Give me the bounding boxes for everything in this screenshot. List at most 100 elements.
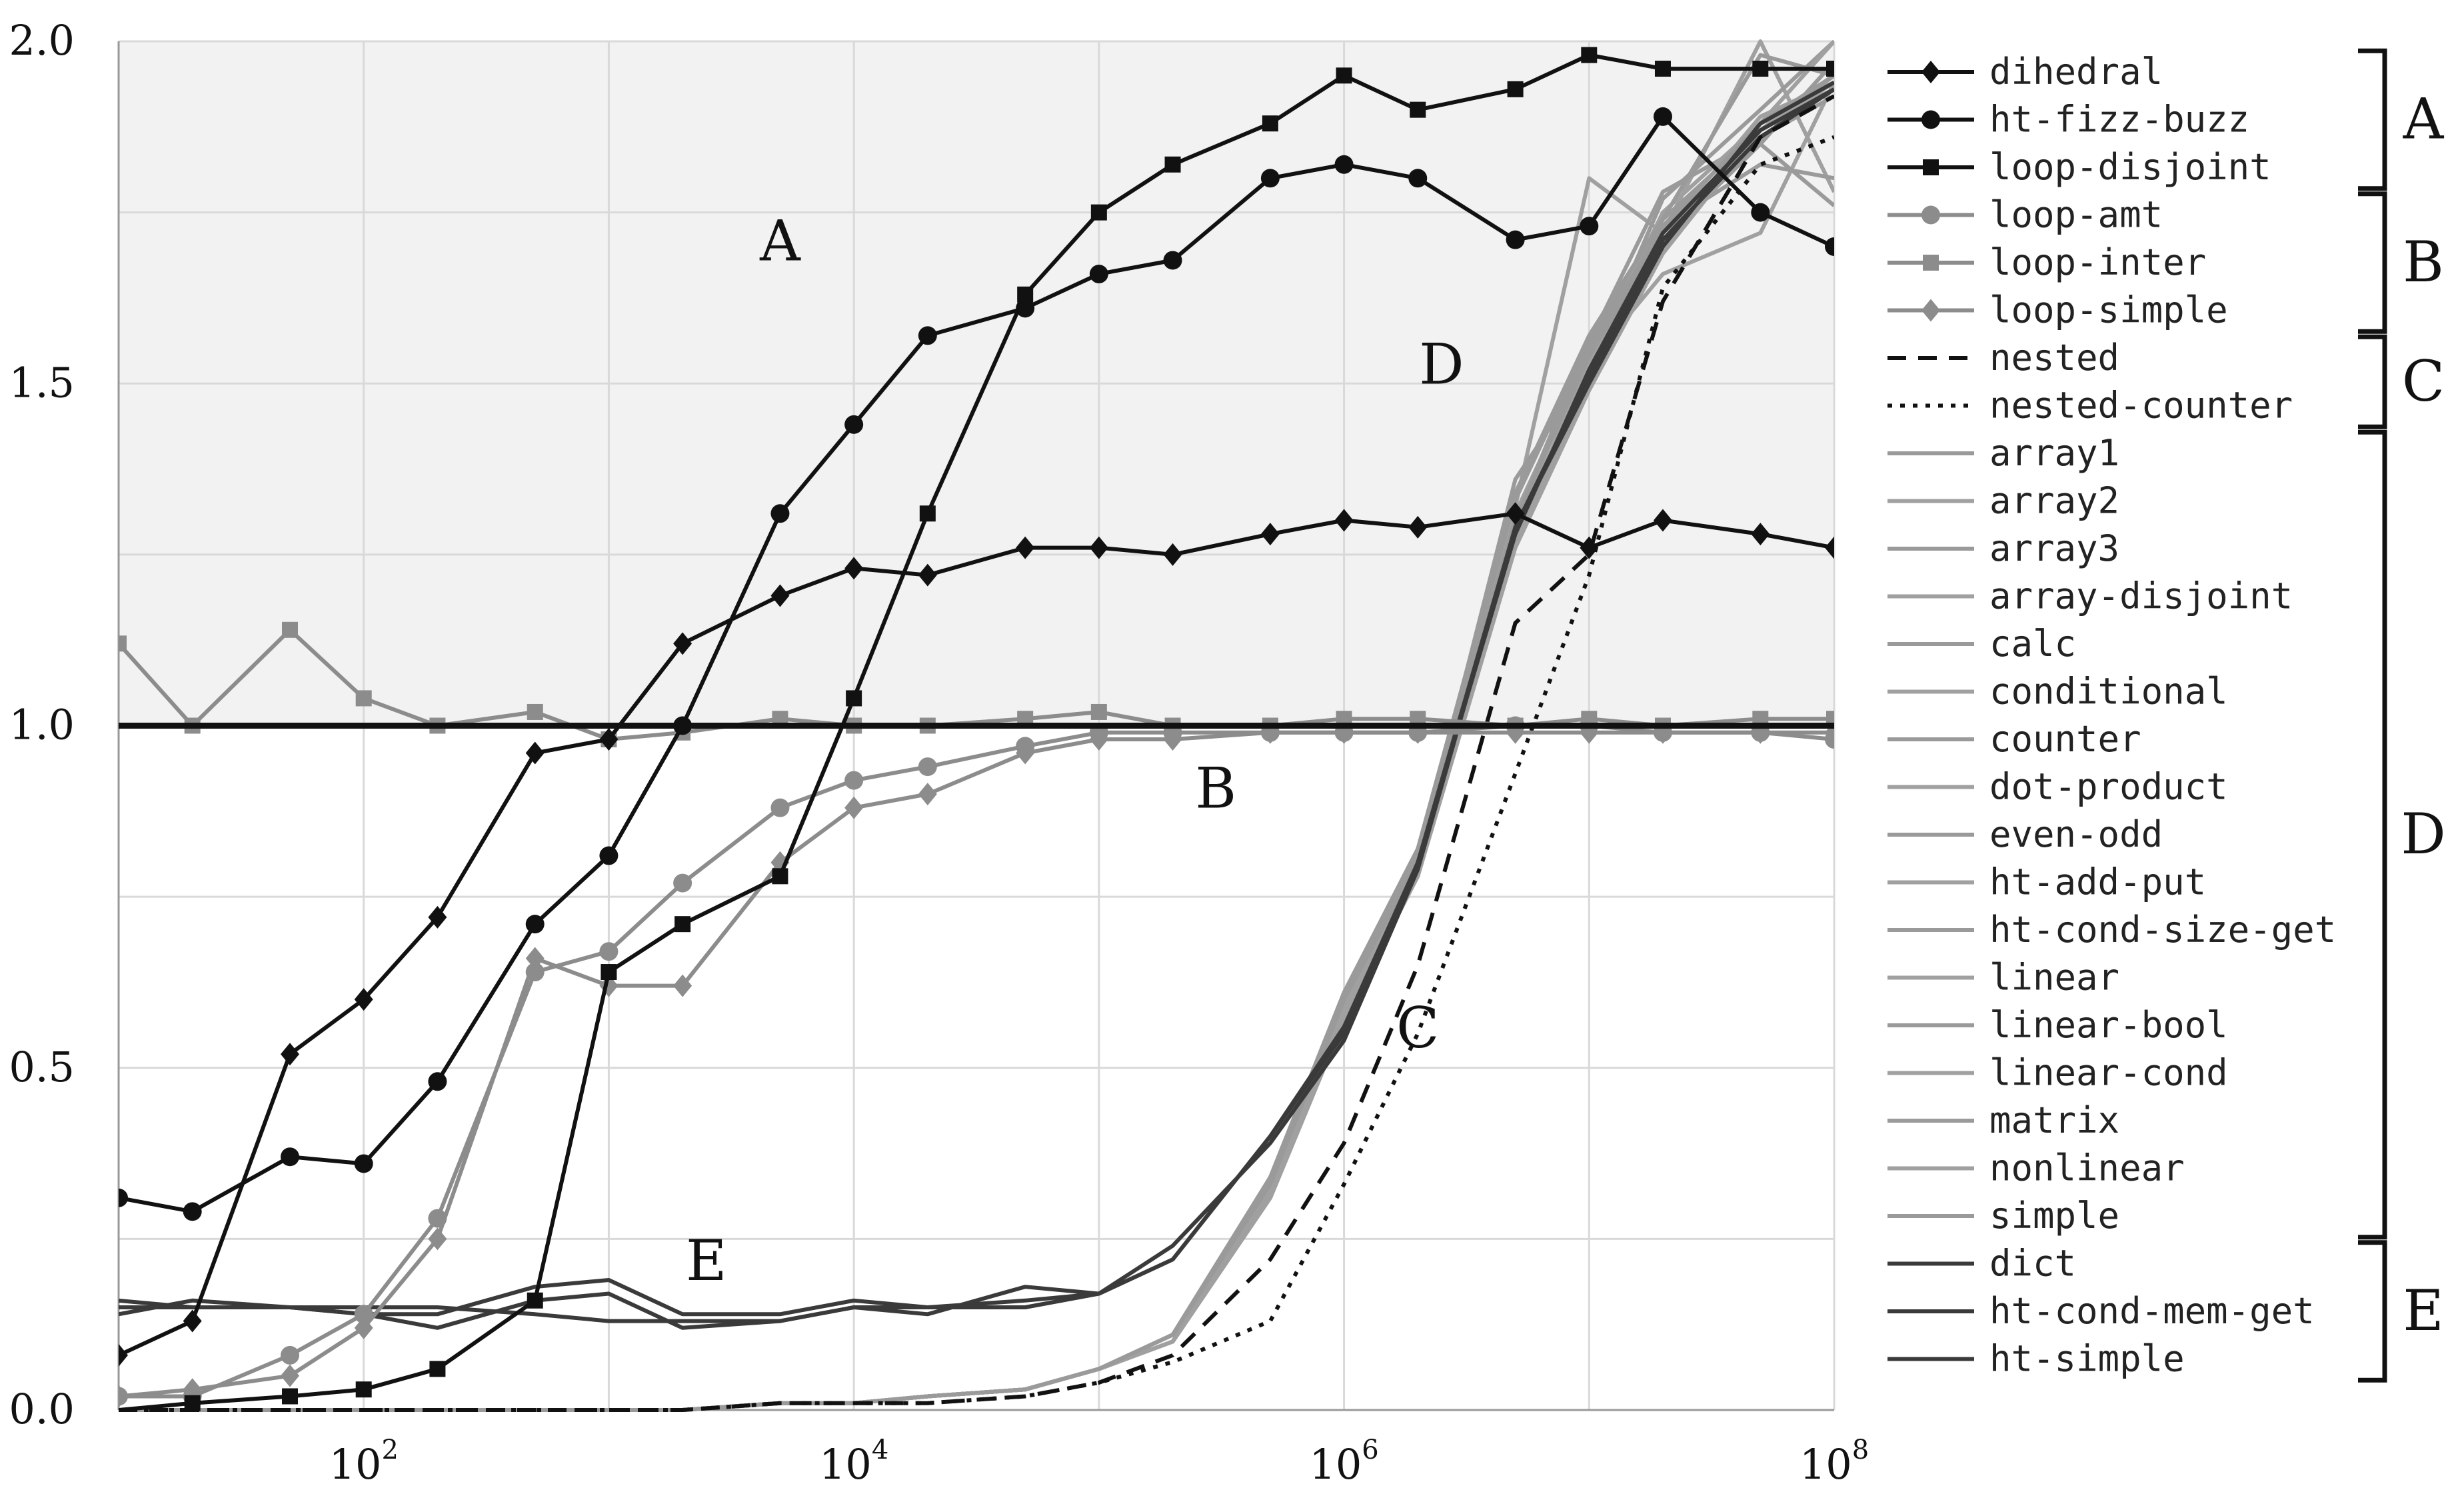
legend-label-loop-amt: loop-amt [1989,194,2163,236]
point-ht-fizz-buzz [281,1147,300,1167]
point-dihedral [1334,509,1354,532]
point-ht-fizz-buzz [918,326,937,345]
group-annotation-D: D [1419,331,1464,397]
legend-bracket-A [2358,48,2387,191]
point-dihedral [354,988,373,1011]
y-tick-label: 0.5 [9,1043,75,1091]
point-dihedral [1751,523,1770,546]
legend-group-label-A: A [2403,87,2445,152]
point-dihedral [428,905,447,929]
legend-label-array-disjoint: array-disjoint [1989,575,2293,617]
legend-label-array2: array2 [1989,480,2119,522]
series-line-ht-fizz-buzz [119,114,1834,1214]
legend-label-array1: array1 [1989,432,2119,474]
point-loop-inter [1923,255,1939,271]
series-line-loop-inter [119,627,1834,741]
point-loop-disjoint [1336,67,1352,84]
point-loop-simple [1163,728,1182,751]
series-line-loop-amt [119,723,1834,1399]
point-dihedral [1089,536,1108,559]
series-line-loop-disjoint [119,53,1834,1412]
point-loop-disjoint [1262,115,1278,132]
point-ht-fizz-buzz [1751,203,1770,222]
point-dihedral [844,557,864,580]
point-loop-simple [119,1385,128,1408]
legend-label-dict: dict [1989,1243,2076,1285]
point-loop-amt [354,1305,373,1324]
legend-label-ht-fizz-buzz: ht-fizz-buzz [1989,99,2249,141]
legend-label-ht-cond-size-get: ht-cond-size-get [1989,909,2336,951]
x-tick-label: 102 [329,1435,399,1489]
point-dihedral [599,728,618,751]
group-annotation-A: A [759,208,801,273]
point-loop-amt [281,1345,300,1365]
point-loop-disjoint [674,916,691,933]
point-dihedral [281,1043,300,1066]
point-loop-amt [770,798,790,817]
legend-label-even-odd: even-odd [1989,813,2163,855]
point-ht-fizz-buzz [844,415,864,434]
x-tick-label: 106 [1309,1435,1378,1489]
point-ht-fizz-buzz [1334,155,1354,174]
point-ht-fizz-buzz [183,1202,202,1221]
point-dihedral [1016,536,1035,559]
point-loop-disjoint [184,1395,201,1411]
point-loop-disjoint [1654,61,1671,77]
point-ht-fizz-buzz [119,1188,128,1207]
point-loop-simple [673,974,692,997]
legend-label-simple: simple [1989,1195,2119,1237]
y-tick-label: 2.0 [9,16,75,65]
point-loop-disjoint [772,868,788,885]
point-loop-simple [183,1378,202,1401]
point-loop-inter [119,635,127,652]
legend-label-loop-disjoint: loop-disjoint [1989,146,2271,188]
legend-label-nested: nested [1989,337,2119,379]
point-loop-simple [1016,741,1035,765]
point-loop-disjoint [355,1381,372,1398]
group-annotation-B: B [1195,756,1236,821]
point-loop-disjoint [1017,286,1034,303]
point-ht-fizz-buzz [770,504,790,523]
point-ht-fizz-buzz [354,1154,373,1173]
x-tick-label: 104 [819,1435,888,1489]
point-loop-disjoint [1581,47,1598,63]
legend-label-calc: calc [1989,623,2076,665]
point-loop-simple [918,783,937,806]
point-loop-simple [1921,299,1940,322]
legend-label-counter: counter [1989,718,2141,760]
x-tick-label: 108 [1800,1435,1869,1489]
point-ht-fizz-buzz [599,846,618,865]
plot-area: 0.0 0.5 1.0 1.5 2.0 102 104 106 108 A B C D E [9,16,1869,1489]
group-annotation-E: E [686,1228,726,1293]
point-ht-fizz-buzz [1163,251,1182,270]
legend-group-label-B: B [2403,229,2444,295]
group-annotation-C: C [1396,995,1439,1061]
point-loop-disjoint [1410,101,1426,118]
legend-bracket-B [2358,191,2387,334]
point-loop-disjoint [429,1361,446,1377]
point-dihedral [1825,536,1834,559]
point-loop-inter [527,703,543,720]
series-line-dihedral [119,511,1834,1357]
point-dihedral [1653,509,1672,532]
point-loop-disjoint [1826,61,1834,77]
legend-label-dihedral: dihedral [1989,51,2163,93]
legend-label-ht-cond-mem-get: ht-cond-mem-get [1989,1290,2315,1332]
point-loop-disjoint [527,1292,543,1309]
legend-label-linear-cond: linear-cond [1989,1052,2228,1094]
legend-group-label-C: C [2402,349,2445,414]
point-loop-inter [282,621,299,638]
point-dihedral [1580,536,1599,559]
legend-bracket-E [2358,1240,2387,1383]
point-loop-inter [355,690,372,707]
point-ht-fizz-buzz [1825,237,1834,256]
point-loop-simple [525,947,545,970]
point-loop-disjoint [919,505,936,522]
point-loop-disjoint [1164,156,1181,173]
point-loop-simple [281,1364,300,1387]
y-tick-label: 1.5 [9,358,75,407]
point-loop-inter [1090,703,1107,720]
point-dihedral [918,563,937,587]
point-dihedral [1163,543,1182,566]
point-dihedral [1408,515,1428,539]
